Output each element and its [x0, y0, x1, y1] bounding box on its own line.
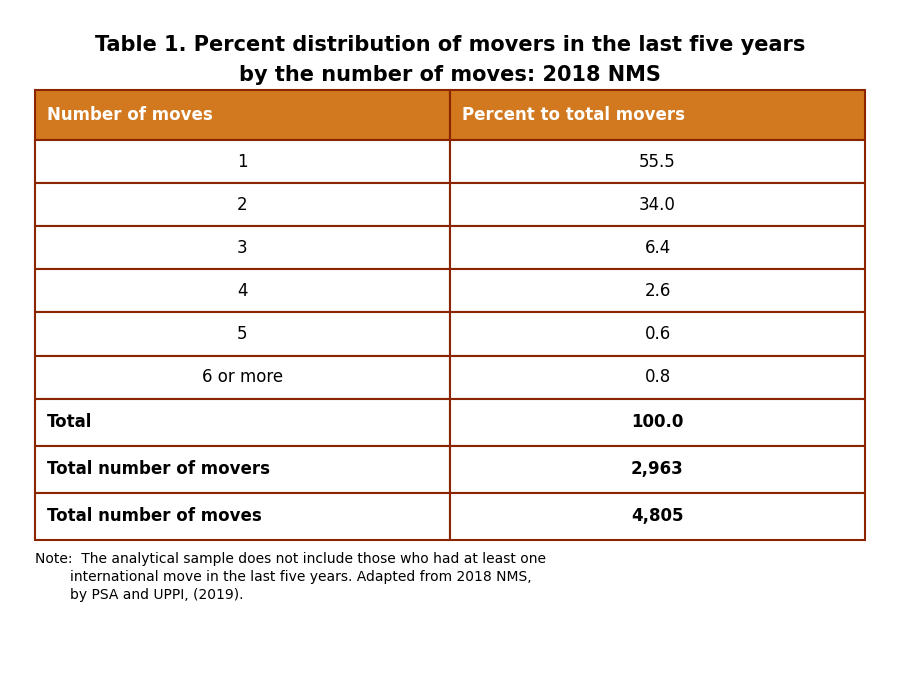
Text: by PSA and UPPI, (2019).: by PSA and UPPI, (2019).	[35, 588, 244, 602]
Bar	[35, 269, 450, 313]
Bar	[35, 493, 450, 540]
Text: 34.0: 34.0	[639, 196, 676, 214]
Text: 3: 3	[238, 239, 248, 257]
Text: 2,963: 2,963	[631, 460, 684, 478]
Bar	[450, 313, 865, 356]
Bar	[450, 446, 865, 493]
Text: 6.4: 6.4	[644, 239, 670, 257]
Text: Number of moves: Number of moves	[47, 106, 212, 124]
Text: 5: 5	[238, 325, 248, 343]
Bar	[35, 446, 450, 493]
Text: Total number of movers: Total number of movers	[47, 460, 270, 478]
Text: 4: 4	[238, 282, 248, 300]
Text: Total number of moves: Total number of moves	[47, 507, 262, 526]
Text: 55.5: 55.5	[639, 152, 676, 171]
Text: 0.6: 0.6	[644, 325, 670, 343]
Text: Total: Total	[47, 413, 93, 431]
Text: 2.6: 2.6	[644, 282, 670, 300]
Bar	[35, 356, 450, 398]
Bar	[450, 90, 865, 140]
Text: Table 1. Percent distribution of movers in the last five years: Table 1. Percent distribution of movers …	[94, 35, 806, 55]
Bar	[450, 226, 865, 269]
Bar	[450, 140, 865, 183]
Bar	[35, 226, 450, 269]
Bar	[450, 183, 865, 226]
Bar	[35, 140, 450, 183]
Bar	[35, 90, 450, 140]
Bar	[450, 356, 865, 398]
Text: 4,805: 4,805	[631, 507, 684, 526]
Bar	[35, 398, 450, 446]
Bar	[450, 493, 865, 540]
Text: by the number of moves: 2018 NMS: by the number of moves: 2018 NMS	[239, 65, 661, 85]
Bar	[35, 313, 450, 356]
Text: 0.8: 0.8	[644, 368, 670, 386]
Text: 2: 2	[238, 196, 248, 214]
Text: 1: 1	[238, 152, 248, 171]
Bar	[450, 269, 865, 313]
Bar	[450, 398, 865, 446]
Text: Percent to total movers: Percent to total movers	[462, 106, 685, 124]
Text: Note:  The analytical sample does not include those who had at least one: Note: The analytical sample does not inc…	[35, 552, 546, 566]
Text: 6 or more: 6 or more	[202, 368, 284, 386]
Text: international move in the last five years. Adapted from 2018 NMS,: international move in the last five year…	[35, 570, 532, 584]
Text: 100.0: 100.0	[631, 413, 684, 431]
Bar	[35, 183, 450, 226]
